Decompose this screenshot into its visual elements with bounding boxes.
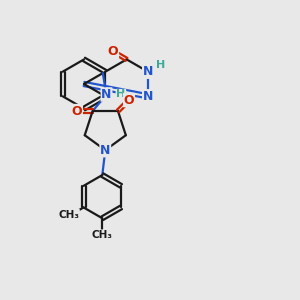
Text: O: O [124,94,134,106]
Text: H: H [156,59,165,70]
Text: H: H [116,89,125,100]
Text: O: O [108,45,118,58]
Text: N: N [143,90,153,103]
Text: N: N [143,65,153,78]
Text: CH₃: CH₃ [92,230,113,240]
Text: O: O [72,105,82,118]
Text: CH₃: CH₃ [58,210,79,220]
Text: N: N [100,144,110,157]
Text: N: N [101,88,112,101]
